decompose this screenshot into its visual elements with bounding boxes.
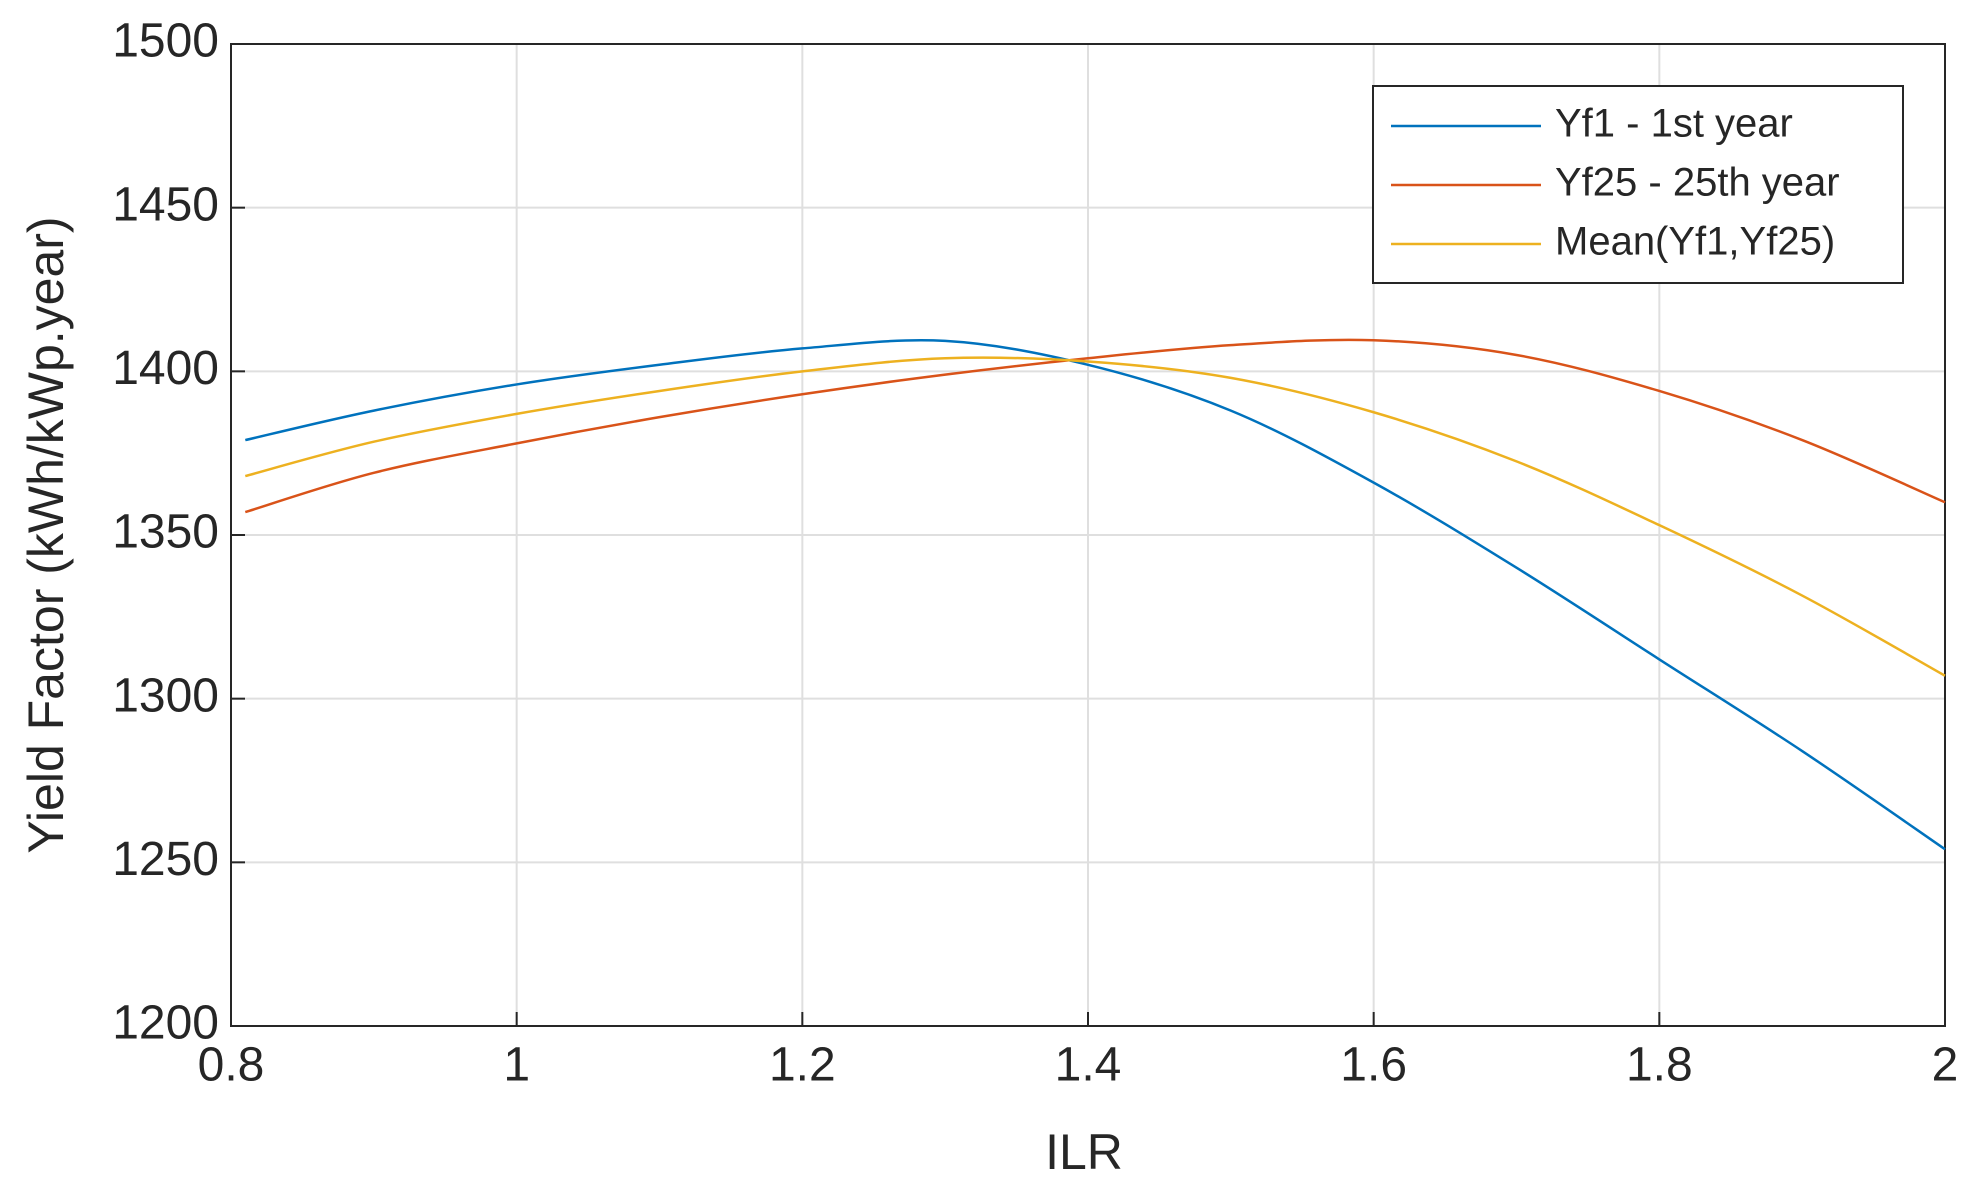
y-tick-label: 1450 bbox=[112, 178, 219, 231]
y-tick-label: 1400 bbox=[112, 342, 219, 395]
series-line bbox=[244, 338, 1946, 514]
y-tick-label: 1200 bbox=[112, 997, 219, 1050]
x-tick-label: 2 bbox=[1932, 1039, 1959, 1092]
series-line bbox=[244, 356, 1946, 677]
x-tick-label: 0.8 bbox=[198, 1039, 265, 1092]
y-tick-label: 1300 bbox=[112, 669, 219, 722]
legend-entry: Mean(Yf1,Yf25) bbox=[1555, 220, 1835, 264]
x-axis-label: ILR bbox=[1045, 1124, 1123, 1180]
series-line bbox=[245, 338, 1946, 851]
y-tick-label: 1500 bbox=[112, 15, 219, 68]
y-tick-label: 1250 bbox=[112, 833, 219, 886]
x-tick-label: 1.2 bbox=[769, 1039, 836, 1092]
legend-entry: Yf1 - 1st year bbox=[1555, 102, 1793, 146]
x-tick-label: 1.8 bbox=[1626, 1039, 1693, 1092]
x-tick-label: 1.4 bbox=[1055, 1039, 1122, 1092]
x-tick-label: 1 bbox=[503, 1039, 530, 1092]
axes-box bbox=[230, 43, 1946, 1027]
y-axis-label: Yield Factor (kWh/kWp.year) bbox=[18, 216, 74, 853]
y-tick-label: 1350 bbox=[112, 506, 219, 559]
legend-entry: Yf25 - 25th year bbox=[1555, 161, 1840, 205]
x-tick-label: 1.6 bbox=[1340, 1039, 1407, 1092]
